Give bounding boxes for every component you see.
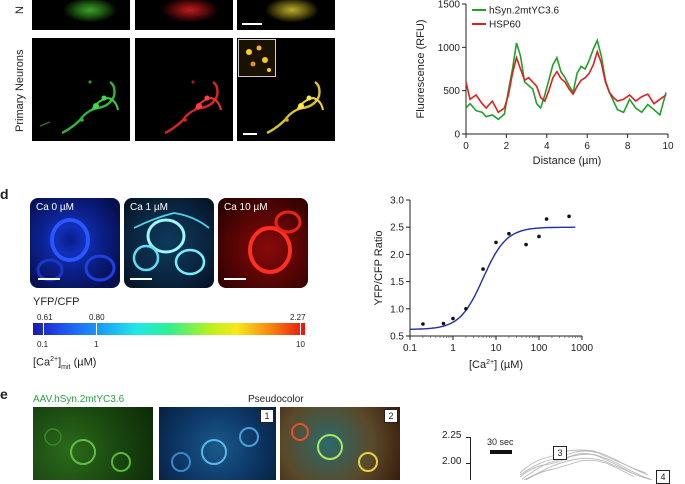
data-point-2 <box>451 316 455 321</box>
x-tick-label: 10 <box>490 343 502 354</box>
data-point-3 <box>464 307 468 311</box>
panel-e-letter: e <box>0 386 8 402</box>
scale-bar <box>242 23 262 25</box>
x-tick-label: 0.1 <box>403 343 417 354</box>
micrograph-aav-green <box>33 407 153 480</box>
y-tick-label: 0 <box>454 130 460 141</box>
data-point-1 <box>441 321 446 326</box>
calcium-image-1: Ca 1 µM <box>124 198 214 288</box>
region-box-1: 1 <box>260 409 274 423</box>
region-box-4: 4 <box>656 470 670 484</box>
dose-response-chart: 0.1 1 10 100 1000 0.5 1.0 1.5 2.0 2.5 3.0 [Ca2+] (µ… <box>373 196 594 372</box>
colorbar-top-tick-1: 0.80 <box>89 313 105 322</box>
micrograph-neurons-green <box>32 38 130 141</box>
scale-bar <box>38 278 60 280</box>
y-tick-label: 2.00 <box>442 456 462 467</box>
colorbar-tick-mark <box>300 321 301 337</box>
y-axis-label: YFP/CFP Ratio <box>373 231 385 306</box>
data-point-9 <box>544 217 549 221</box>
fit-curve <box>410 226 576 330</box>
y-tick-label: 2.5 <box>390 223 404 234</box>
label-aav: AAV.hSyn.2mtYC3.6 <box>33 394 125 405</box>
row-label-top: N <box>14 6 26 14</box>
colorbar-gradient <box>33 323 305 335</box>
micrograph-top-green <box>32 0 130 30</box>
image-label-ca-10: Ca 10 µM <box>224 202 268 213</box>
colorbar-title: YFP/CFP <box>33 296 80 308</box>
colorbar-bottom-tick-1: 1 <box>94 340 99 349</box>
micrograph-neurons-red <box>135 38 233 141</box>
x-axis-label: Distance (µm) <box>533 155 602 167</box>
micrograph-pseudocolor-1: 1 <box>159 407 276 480</box>
row-label-primary-neurons: Primary Neurons <box>14 49 26 132</box>
colorbar-top-tick-2: 2.27 <box>290 313 306 322</box>
data-point-10 <box>567 214 571 219</box>
time-scale-label: 30 sec <box>487 437 514 447</box>
micrograph-pseudocolor-2: 2 <box>280 407 400 480</box>
y-tick-label: 2.25 <box>442 430 462 441</box>
colorbar-tick-mark <box>43 321 44 337</box>
x-tick-label: 10 <box>662 141 674 152</box>
data-point-8 <box>537 234 541 239</box>
y-tick-label: 3.0 <box>390 196 404 207</box>
colorbar-bottom-tick-2: 10 <box>296 340 305 349</box>
micrograph-top-merge <box>237 0 335 30</box>
x-tick-label: 4 <box>544 141 550 152</box>
time-scale-bar <box>490 450 512 454</box>
y-tick-label: 2.0 <box>390 250 404 261</box>
y-tick-label: 1500 <box>438 0 461 11</box>
series-line-1 <box>465 49 667 114</box>
label-pseudocolor: Pseudocolor <box>248 394 304 405</box>
y-tick <box>466 437 470 438</box>
x-tick-label: 100 <box>531 343 548 354</box>
colorbar-top-tick-0: 0.61 <box>37 313 53 322</box>
micrograph-neurons-merge <box>237 38 335 141</box>
colorbar-bottom-tick-0: 0.1 <box>37 340 49 349</box>
y-tick-label: 1000 <box>438 43 461 54</box>
panel-d-letter: d <box>0 186 9 202</box>
y-tick <box>466 463 470 464</box>
trace-lines <box>520 449 653 480</box>
fluorescence-line-chart: 0 2 4 6 8 10 0 500 1000 1500 Distance (µm) Fluoresc… <box>415 0 674 167</box>
calcium-image-0: Ca 0 µM <box>30 198 120 288</box>
y-tick-label: 1.0 <box>390 304 404 315</box>
x-axis-label: [Ca2+] (µM) <box>469 359 523 371</box>
colorbar-tick-mark <box>96 321 97 337</box>
x-tick-label: 8 <box>625 141 631 152</box>
data-point-4 <box>481 267 485 271</box>
series-line-0 <box>465 38 667 121</box>
image-label-ca-0: Ca 0 µM <box>36 202 74 213</box>
scale-bar <box>224 278 246 280</box>
x-tick-label: 1 <box>450 343 456 354</box>
colorbar-xlabel: [Ca2+]mit (µM) <box>33 356 97 371</box>
data-point-5 <box>494 240 498 245</box>
data-point-0 <box>421 322 425 326</box>
y-tick-label: 500 <box>443 86 460 97</box>
region-box-3: 3 <box>553 446 567 460</box>
micrograph-top-red <box>135 0 233 30</box>
y-tick-label: 0.5 <box>390 332 404 343</box>
legend-label-0: hSyn.2mtYC3.6 <box>489 6 559 17</box>
scale-bar <box>130 278 152 280</box>
region-box-2: 2 <box>384 409 398 423</box>
data-point-6 <box>507 231 511 236</box>
x-tick-label: 0 <box>463 141 469 152</box>
legend-label-1: HSP60 <box>489 20 521 31</box>
y-axis-label: Fluorescence (RFU) <box>415 19 427 118</box>
x-tick-label: 1000 <box>571 343 594 354</box>
data-point-7 <box>524 242 528 247</box>
y-axis <box>470 437 471 480</box>
image-label-ca-1: Ca 1 µM <box>130 202 168 213</box>
calcium-image-10: Ca 10 µM <box>218 198 308 288</box>
x-tick-label: 6 <box>584 141 590 152</box>
x-tick-label: 2 <box>504 141 510 152</box>
y-tick-label: 1.5 <box>390 277 404 288</box>
inset-zoom <box>238 39 276 77</box>
scale-bar <box>243 133 257 135</box>
